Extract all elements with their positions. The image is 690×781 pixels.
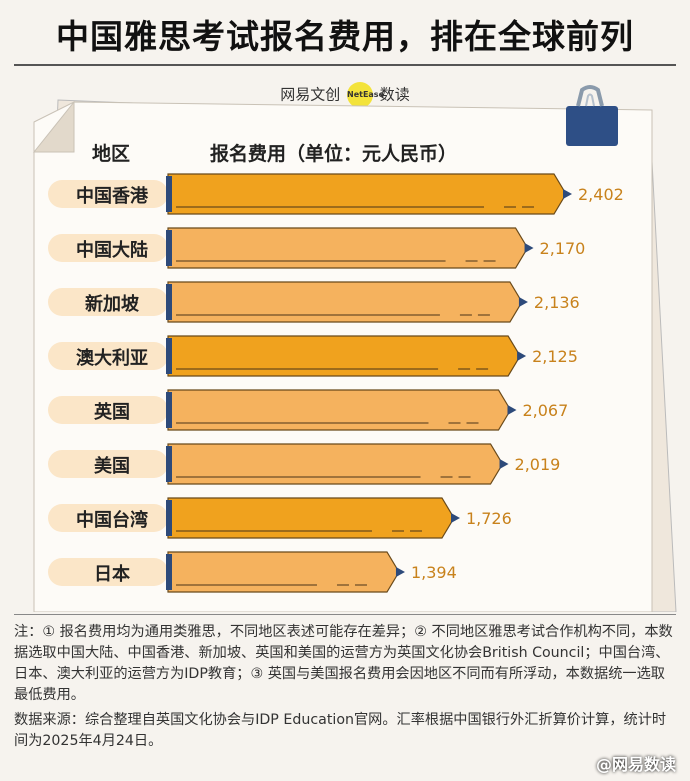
value-label: 2,170 xyxy=(540,239,586,258)
bar-row: 美国 2,019 xyxy=(48,443,561,485)
binder-clip-icon xyxy=(566,85,618,146)
bars: 中国香港 2,402 中国大陆 2,170 新加坡 2,136 澳大利亚 2,125 英国 2,0… xyxy=(48,173,624,593)
category-label: 新加坡 xyxy=(85,293,140,315)
value-header: 报名费用（单位：元人民币） xyxy=(210,142,457,165)
category-pill xyxy=(48,504,168,532)
category-pill xyxy=(48,180,168,208)
bar-tip xyxy=(450,513,460,523)
value-label: 2,125 xyxy=(532,347,578,366)
bar-cap xyxy=(166,446,172,482)
category-label: 日本 xyxy=(94,563,130,585)
bar xyxy=(167,335,521,377)
brand-left: 网易文创 xyxy=(280,85,341,104)
bar-cap xyxy=(166,392,172,428)
value-label: 2,019 xyxy=(515,455,561,474)
bar-row: 澳大利亚 2,125 xyxy=(48,335,578,377)
bar-row: 日本 1,394 xyxy=(48,551,457,593)
category-pill xyxy=(48,234,168,262)
bar xyxy=(167,497,455,539)
value-label: 1,726 xyxy=(466,509,512,528)
category-pill xyxy=(48,450,168,478)
brand-badge: NetEase xyxy=(347,82,384,108)
category-label: 美国 xyxy=(94,455,130,477)
value-label: 2,067 xyxy=(522,401,568,420)
bar-tip xyxy=(524,243,534,253)
notes-block: 注：① 报名费用均为通用类雅思，不同地区表述可能存在差异；② 不同地区雅思考试合… xyxy=(14,622,676,752)
page-title: 中国雅思考试报名费用，排在全球前列 xyxy=(56,17,634,56)
value-label: 2,402 xyxy=(578,185,624,204)
category-header: 地区 xyxy=(92,142,130,165)
bar-cap xyxy=(166,338,172,374)
watermark: @网易数读 xyxy=(595,755,676,774)
category-label: 中国香港 xyxy=(76,185,149,207)
value-label: 2,136 xyxy=(534,293,580,312)
bar xyxy=(167,173,567,215)
paper-fold xyxy=(32,100,75,153)
bar-row: 中国大陆 2,170 xyxy=(48,227,586,269)
bar-tip xyxy=(518,297,528,307)
bar-tip xyxy=(499,459,509,469)
bar-chart: 地区 报名费用（单位：元人民币） 中国香港 2,402 中国大陆 2,170 新加坡 2,… xyxy=(32,85,677,612)
bar-tip xyxy=(395,567,405,577)
category-label: 中国大陆 xyxy=(76,239,148,261)
title-divider xyxy=(14,64,676,66)
bar xyxy=(167,281,523,323)
bar xyxy=(167,443,504,485)
value-label: 1,394 xyxy=(411,563,457,582)
category-label: 中国台湾 xyxy=(76,509,148,531)
bar xyxy=(167,551,400,593)
bar-tip xyxy=(517,351,527,361)
category-pill xyxy=(48,558,168,586)
bar-cap xyxy=(166,176,172,212)
category-pill xyxy=(48,342,168,370)
source-text: 数据来源：综合整理自英国文化协会与IDP Education官网。汇率根据中国银… xyxy=(14,712,667,749)
category-pill xyxy=(48,396,168,424)
bar-cap xyxy=(166,284,172,320)
bar xyxy=(167,227,529,269)
bar-cap xyxy=(166,500,172,536)
bar-row: 英国 2,067 xyxy=(48,389,568,431)
notes-divider xyxy=(14,614,676,615)
footnote-text: 注：① 报名费用均为通用类雅思，不同地区表述可能存在差异；② 不同地区雅思考试合… xyxy=(14,624,673,703)
brand-right: 数读 xyxy=(379,85,410,104)
brand-logo: 网易文创 NetEase 数读 xyxy=(0,82,690,108)
category-label: 澳大利亚 xyxy=(76,347,148,369)
category-pill xyxy=(48,288,168,316)
bar-cap xyxy=(166,554,172,590)
bar-row: 中国台湾 1,726 xyxy=(48,497,512,539)
bar-tip xyxy=(507,405,517,415)
bar-tip xyxy=(563,189,572,199)
bar-row: 中国香港 2,402 xyxy=(48,173,624,215)
bar-row: 新加坡 2,136 xyxy=(48,281,580,323)
category-label: 英国 xyxy=(93,401,130,423)
bar-cap xyxy=(166,230,172,266)
bar xyxy=(167,389,512,431)
